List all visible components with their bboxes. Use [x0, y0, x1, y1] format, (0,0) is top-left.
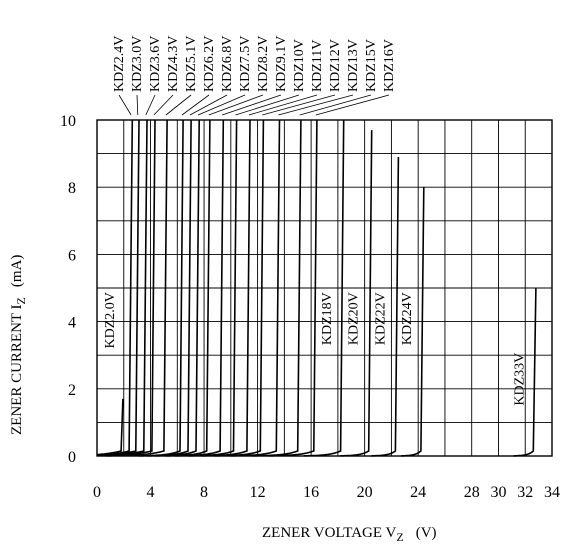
x-axis-title-sub: Z — [396, 530, 403, 544]
label-kdz9-1v: KDZ9.1V — [274, 36, 289, 92]
y-axis-title: ZENER CURRENT IZ (mA) — [9, 255, 28, 435]
label-kdz15v: KDZ15V — [364, 39, 379, 92]
leader-kdz2-4v — [119, 95, 131, 115]
label-kdz24v: KDZ24V — [400, 292, 415, 345]
label-kdz13v: KDZ13V — [346, 39, 361, 92]
label-kdz6-2v: KDZ6.2V — [202, 36, 217, 92]
x-tick-labels: 0 4 8 12 16 20 24 28 30 32 34 — [93, 484, 560, 501]
label-kdz7-5v: KDZ7.5V — [238, 36, 253, 92]
label-leaders — [119, 95, 389, 115]
x-tick-label: 30 — [490, 484, 506, 501]
x-axis-title-unit: (V) — [416, 525, 437, 541]
label-kdz20v: KDZ20V — [347, 292, 362, 345]
leader-kdz3-6v — [146, 95, 155, 115]
leader-kdz11v — [249, 95, 317, 115]
y-tick-label: 4 — [68, 315, 76, 332]
y-tick-label: 0 — [68, 449, 76, 466]
x-axis-title-main: ZENER VOLTAGE V — [262, 525, 397, 541]
label-kdz33v: KDZ33V — [513, 353, 528, 406]
x-tick-label: 28 — [464, 484, 480, 501]
y-axis-title-main: ZENER CURRENT I — [9, 304, 25, 435]
leader-kdz3-0v — [137, 95, 138, 115]
label-kdz18v: KDZ18V — [320, 292, 335, 345]
label-kdz10v: KDZ10V — [292, 39, 307, 92]
label-kdz4-3v: KDZ4.3V — [166, 36, 181, 92]
curve-kdz2-0v — [97, 399, 123, 455]
x-axis-title: ZENER VOLTAGE VZ (V) — [262, 525, 437, 544]
label-kdz3-6v: KDZ3.6V — [148, 36, 163, 92]
x-tick-label: 20 — [357, 484, 373, 501]
label-kdz11v: KDZ11V — [310, 40, 325, 92]
label-kdz5-1v: KDZ5.1V — [184, 36, 199, 92]
x-tick-label: 8 — [200, 484, 208, 501]
y-axis-title-sub: Z — [14, 297, 28, 304]
x-tick-label: 16 — [303, 484, 319, 501]
leader-kdz16v — [316, 95, 389, 115]
y-tick-label: 2 — [68, 382, 76, 399]
leader-kdz15v — [300, 95, 371, 115]
label-kdz16v: KDZ16V — [382, 39, 397, 92]
label-kdz3-0v: KDZ3.0V — [130, 36, 145, 92]
y-tick-label: 8 — [68, 180, 76, 197]
leader-kdz8-2v — [209, 95, 263, 115]
x-tick-label: 12 — [250, 484, 266, 501]
label-kdz12v: KDZ12V — [328, 39, 343, 92]
x-tick-label: 32 — [517, 484, 533, 501]
label-kdz8-2v: KDZ8.2V — [256, 36, 271, 92]
label-kdz2-0v: KDZ2.0V — [103, 292, 118, 348]
x-tick-label: 34 — [544, 484, 560, 501]
x-tick-label: 4 — [147, 484, 155, 501]
x-tick-label: 0 — [93, 484, 101, 501]
y-tick-labels: 0 2 4 6 8 10 — [60, 113, 76, 466]
x-tick-label: 24 — [410, 484, 426, 501]
label-kdz6-8v: KDZ6.8V — [220, 36, 235, 92]
y-tick-label: 6 — [68, 247, 76, 264]
label-kdz2-4v: KDZ2.4V — [112, 36, 127, 92]
y-axis-title-unit: (mA) — [9, 255, 25, 288]
y-tick-label: 10 — [60, 113, 76, 130]
label-kdz22v: KDZ22V — [373, 292, 388, 345]
